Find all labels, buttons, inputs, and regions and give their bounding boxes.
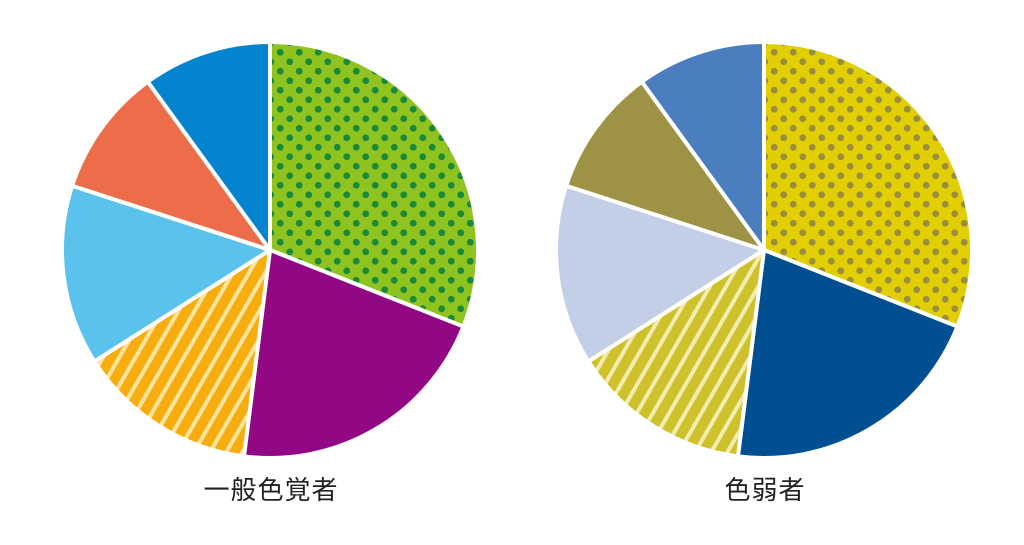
pie-1-slice-solid-medium [554, 183, 766, 364]
pie-chart-color-weak [554, 40, 974, 460]
pie-0-slice-solid-small-a [70, 79, 272, 252]
pie-1-slice-dotted [762, 40, 974, 329]
pie-1-slice-striped [586, 248, 766, 459]
pie-title-general-vision: 一般色覚者 [203, 476, 339, 506]
pie-0-slice-solid-medium [60, 183, 272, 364]
pie-0-slice-striped [92, 248, 272, 459]
pie-0-slice-solid-large [241, 248, 466, 460]
pie-title-color-weak: 色弱者 [724, 476, 806, 506]
pie-0-slice-dotted [268, 40, 480, 329]
pie-chart-general-vision [60, 40, 480, 460]
pie-1-slice-solid-small-b [639, 40, 766, 252]
pie-1-slice-solid-large [735, 248, 960, 460]
pie-1-slice-solid-small-a [564, 79, 766, 252]
pie-0-slice-solid-small-b [145, 40, 272, 252]
